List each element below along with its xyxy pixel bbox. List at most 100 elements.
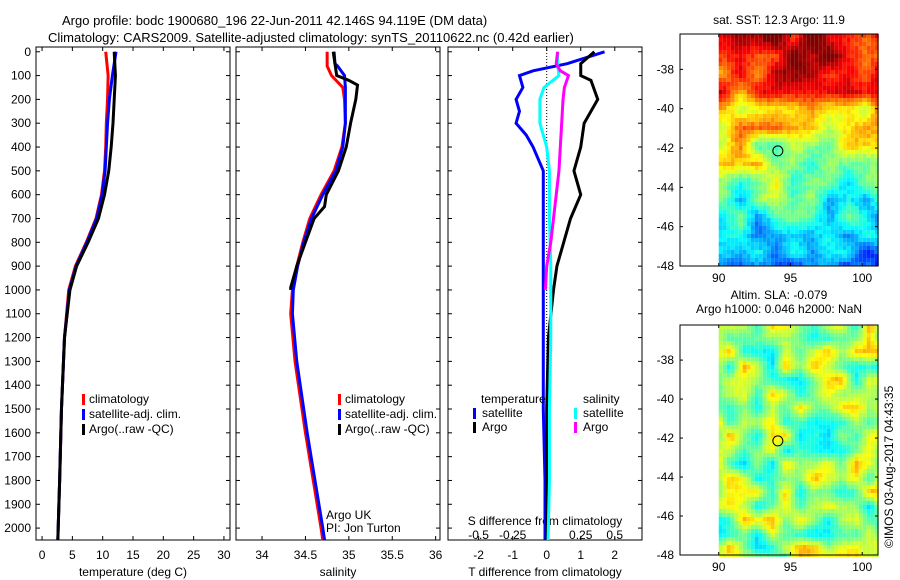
y-tick-label: 1100	[5, 307, 31, 321]
legend-swatch	[338, 409, 341, 420]
x2-tick-label: 0.25	[569, 528, 593, 542]
legend-swatch	[338, 394, 341, 405]
series-line-t-argo	[545, 50, 600, 540]
map-y-tick-label: -48	[657, 259, 675, 273]
axes-box	[35, 46, 231, 541]
series-line-climatology	[289, 51, 347, 541]
y-tick-label: 1600	[4, 426, 31, 440]
argo-location-marker	[772, 145, 784, 157]
legend-label: Argo	[583, 420, 609, 434]
y-tick-label: 2000	[4, 521, 31, 535]
x-tick-label: 25	[187, 548, 201, 562]
map-y-tick-label: -42	[657, 431, 675, 445]
x-tick-label: 2	[611, 548, 618, 562]
x-axis-label: T difference from climatology	[468, 565, 622, 579]
x-tick-label: 0	[39, 548, 46, 562]
legend-swatch	[473, 422, 476, 433]
x2-tick-label: 0.5	[606, 528, 623, 542]
title-line-2: Climatology: CARS2009. Satellite-adjuste…	[48, 30, 574, 45]
x2-tick-label: -0.5	[468, 528, 489, 542]
legend-swatch	[473, 408, 476, 419]
y-tick-label: 200	[11, 92, 31, 106]
x-tick-label: -2	[473, 548, 484, 562]
axes-box	[235, 46, 441, 541]
x-tick-label: 35	[342, 548, 356, 562]
series-line-argo-raw-qc-	[56, 51, 117, 541]
y-tick-label: 900	[11, 259, 31, 273]
legend-header-temperature: temperature	[481, 392, 546, 406]
y-tick-label: 400	[11, 140, 31, 154]
series-line-argo-raw-qc-	[289, 51, 360, 290]
y-tick-label: 600	[11, 188, 31, 202]
map-y-tick-label: -44	[657, 180, 675, 194]
x2-tick-label: -0.25	[499, 528, 527, 542]
x-tick-label: 36	[429, 548, 443, 562]
x-tick-label: 34.5	[294, 548, 318, 562]
title-line-1: Argo profile: bodc 1900680_196 22-Jun-20…	[62, 13, 487, 28]
y-tick-label: 300	[11, 116, 31, 130]
y-tick-label: 0	[24, 45, 31, 59]
y-tick-label: 1200	[4, 331, 31, 345]
legend-label: satellite-adj. clim.	[345, 407, 437, 421]
argo-location-marker	[772, 435, 784, 447]
x-tick-label: 5	[69, 548, 76, 562]
x-tick-label: 34	[255, 548, 269, 562]
series-line-satellite-adj-clim-	[290, 51, 347, 541]
y-tick-label: 500	[11, 164, 31, 178]
panel-difference: -2 -1 0 1 2 T difference from climatology -0.5…	[447, 46, 643, 579]
y-tick-label: 800	[11, 235, 31, 249]
map-frame	[679, 33, 879, 267]
x-tick-label: -1	[507, 548, 518, 562]
legend-swatch	[82, 409, 85, 420]
panel-salinity: 34 34.5 35 35.5 36 salinity climatologysatelli…	[235, 46, 443, 579]
watermark: ©IMOS 03-Aug-2017 04:43:35	[882, 385, 896, 548]
series-line-s-argo	[543, 51, 571, 291]
y-tick-label: 1400	[4, 378, 31, 392]
x-axis-label: salinity	[320, 565, 357, 579]
legend-label: satellite	[482, 406, 523, 420]
map-title: Altim. SLA: -0.079	[731, 288, 828, 302]
legend-label: Argo(..raw -QC)	[345, 422, 430, 436]
map-y-tick-label: -44	[657, 470, 675, 484]
legend-swatch	[82, 424, 85, 435]
y-tick-label: 1000	[4, 283, 31, 297]
series-line-t-satellite	[514, 50, 606, 540]
map-y-tick-label: -38	[657, 353, 675, 367]
map-subtitle: Argo h1000: 0.046 h2000: NaN	[696, 302, 862, 316]
legend-label: satellite-adj. clim.	[89, 407, 181, 421]
legend-label: Argo(..raw -QC)	[89, 422, 174, 436]
map-x-tick-label: 100	[852, 560, 872, 574]
sst-map: 90 95 100 -38 -40 -42 -44 -46 -48 sat. SST: 12.3 …	[657, 13, 879, 285]
sla-map: 90 95 100 -38 -40 -42 -44 -46 -48 Altim. SLA: -0.…	[657, 288, 879, 574]
y-tick-label: 1300	[4, 354, 31, 368]
map-y-tick-label: -40	[657, 392, 675, 406]
x-tick-label: 35.5	[381, 548, 405, 562]
legend-header-salinity: salinity	[583, 392, 620, 406]
map-x-tick-label: 95	[784, 271, 798, 285]
map-y-tick-label: -38	[657, 62, 675, 76]
y-tick-label: 1800	[4, 473, 31, 487]
map-x-tick-label: 90	[712, 560, 726, 574]
series-line-satellite-adj-clim-	[56, 51, 118, 541]
x-tick-label: 1	[577, 548, 584, 562]
legend-swatch	[574, 422, 577, 433]
y-tick-label: 700	[11, 211, 31, 225]
legend-swatch	[82, 394, 85, 405]
map-y-tick-label: -46	[657, 509, 675, 523]
x-axis-label: temperature (deg C)	[79, 565, 187, 579]
map-y-tick-label: -40	[657, 102, 675, 116]
y-tick-label: 100	[11, 69, 31, 83]
credit-line-1: Argo UK	[326, 508, 371, 522]
y-tick-label: 1700	[4, 450, 31, 464]
map-x-tick-label: 90	[712, 271, 726, 285]
map-frame	[679, 324, 879, 556]
map-x-tick-label: 95	[784, 560, 798, 574]
x-tick-label: 10	[96, 548, 110, 562]
y-tick-label: 1500	[4, 402, 31, 416]
map-x-tick-label: 100	[852, 271, 872, 285]
map-y-tick-label: -46	[657, 220, 675, 234]
x-tick-label: 15	[126, 548, 140, 562]
legend-label: climatology	[89, 392, 149, 406]
